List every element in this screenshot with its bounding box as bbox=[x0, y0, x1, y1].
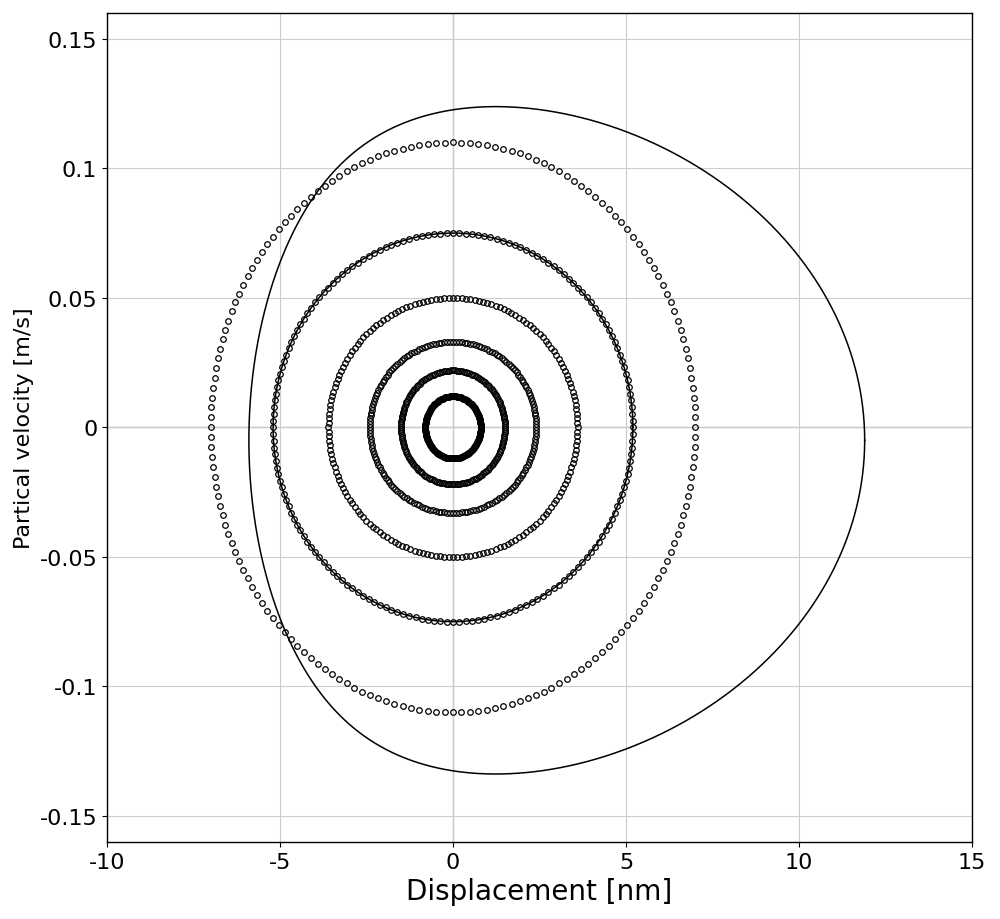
X-axis label: Displacement [nm]: Displacement [nm] bbox=[406, 877, 673, 905]
Y-axis label: Partical velocity [m/s]: Partical velocity [m/s] bbox=[14, 307, 34, 549]
